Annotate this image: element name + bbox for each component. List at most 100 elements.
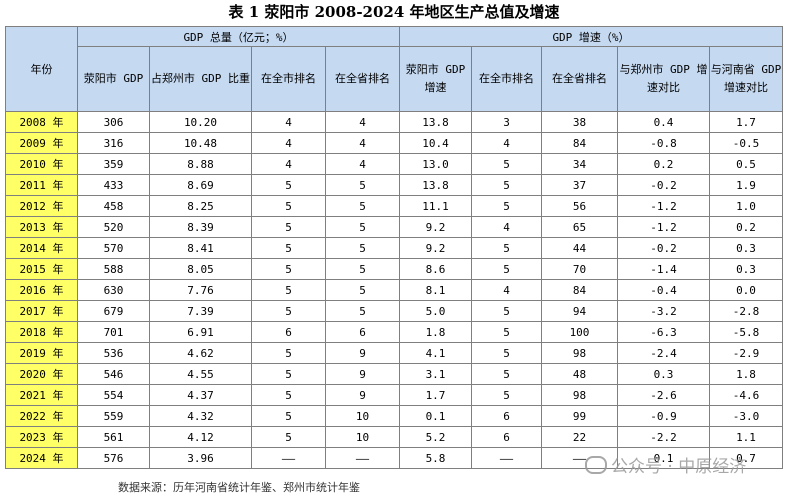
table-row: 2010 年 359 8.88 4 4 13.0 5 34 0.2 0.5 [5, 153, 783, 175]
data-cell: 5 [471, 300, 542, 322]
data-cell: -0.2 [617, 237, 710, 259]
data-cell: 5.0 [399, 300, 472, 322]
watermark-text: 公众号 · 中原经济 [611, 457, 747, 477]
data-cell: 5 [251, 279, 326, 301]
data-cell: 65 [541, 216, 618, 238]
data-cell: -0.2 [617, 174, 710, 196]
data-cell: 9.2 [399, 237, 472, 259]
data-cell: 4.62 [149, 342, 252, 364]
data-cell: 0.5 [709, 153, 783, 175]
year-cell: 2012 年 [5, 195, 78, 217]
data-cell: 1.8 [709, 363, 783, 385]
data-cell: 6 [251, 321, 326, 343]
year-cell: 2022 年 [5, 405, 78, 427]
table-row: 2024 年 576 3.96 —— —— 5.8 —— —— 0.1 0.7 [5, 447, 783, 469]
data-cell: -0.4 [617, 279, 710, 301]
data-cell: 1.1 [709, 426, 783, 448]
data-cell: 5.2 [399, 426, 472, 448]
data-cell: 4 [251, 132, 326, 154]
table-row: 2019 年 536 4.62 5 9 4.1 5 98 -2.4 -2.9 [5, 342, 783, 364]
year-cell: 2023 年 [5, 426, 78, 448]
year-cell: 2016 年 [5, 279, 78, 301]
table-row: 2014 年 570 8.41 5 5 9.2 5 44 -0.2 0.3 [5, 237, 783, 259]
data-cell: 13.0 [399, 153, 472, 175]
year-cell: 2024 年 [5, 447, 78, 469]
table-row: 2013 年 520 8.39 5 5 9.2 4 65 -1.2 0.2 [5, 216, 783, 238]
data-cell: 6 [471, 426, 542, 448]
data-cell: 6 [325, 321, 400, 343]
data-cell: 316 [77, 132, 150, 154]
data-cell: 4 [251, 111, 326, 133]
data-cell: —— [251, 447, 326, 469]
data-cell: 34 [541, 153, 618, 175]
data-cell: 1.9 [709, 174, 783, 196]
data-cell: 0.3 [617, 363, 710, 385]
data-cell: 1.0 [709, 195, 783, 217]
data-cell: 701 [77, 321, 150, 343]
header-col-6: 在全省排名 [541, 46, 618, 112]
data-cell: 5 [471, 258, 542, 280]
header-col-3: 在全省排名 [325, 46, 400, 112]
data-cell: 433 [77, 174, 150, 196]
data-cell: 554 [77, 384, 150, 406]
data-cell: 5 [325, 216, 400, 238]
data-cell: 5 [251, 384, 326, 406]
year-cell: 2011 年 [5, 174, 78, 196]
data-cell: 5 [251, 342, 326, 364]
data-cell: 98 [541, 342, 618, 364]
gdp-table: 年份 GDP 总量（亿元；%） GDP 增速（%） 荥阳市 GDP 占郑州市 GD… [5, 26, 783, 469]
data-cell: 13.8 [399, 111, 472, 133]
table-row: 2017 年 679 7.39 5 5 5.0 5 94 -3.2 -2.8 [5, 300, 783, 322]
data-cell: 1.7 [399, 384, 472, 406]
data-cell: 8.25 [149, 195, 252, 217]
data-cell: 0.3 [709, 258, 783, 280]
data-cell: -3.2 [617, 300, 710, 322]
header-year: 年份 [5, 26, 78, 112]
data-cell: 359 [77, 153, 150, 175]
data-cell: 0.2 [709, 216, 783, 238]
wechat-icon [585, 456, 607, 474]
data-cell: 546 [77, 363, 150, 385]
data-cell: 11.1 [399, 195, 472, 217]
data-cell: 570 [77, 237, 150, 259]
data-cell: 4 [325, 132, 400, 154]
data-cell: -4.6 [709, 384, 783, 406]
data-cell: 8.41 [149, 237, 252, 259]
data-cell: 520 [77, 216, 150, 238]
data-cell: 0.3 [709, 237, 783, 259]
table-row: 2022 年 559 4.32 5 10 0.1 6 99 -0.9 -3.0 [5, 405, 783, 427]
header-col-2: 在全市排名 [251, 46, 326, 112]
data-cell: 6 [471, 405, 542, 427]
data-cell: 5 [471, 195, 542, 217]
data-cell: 9.2 [399, 216, 472, 238]
year-cell: 2008 年 [5, 111, 78, 133]
year-cell: 2015 年 [5, 258, 78, 280]
data-cell: -2.9 [709, 342, 783, 364]
data-cell: 56 [541, 195, 618, 217]
data-cell: 8.88 [149, 153, 252, 175]
data-cell: 10 [325, 426, 400, 448]
data-cell: 3 [471, 111, 542, 133]
table-row: 2018 年 701 6.91 6 6 1.8 5 100 -6.3 -5.8 [5, 321, 783, 343]
data-cell: 10.4 [399, 132, 472, 154]
header-col-0: 荥阳市 GDP [77, 46, 150, 112]
data-cell: 5 [251, 363, 326, 385]
data-cell: 99 [541, 405, 618, 427]
table-title: 表 1 荥阳市 2008-2024 年地区生产总值及增速 [228, 3, 560, 21]
data-cell: -1.2 [617, 195, 710, 217]
data-cell: 1.7 [709, 111, 783, 133]
data-cell: 1.8 [399, 321, 472, 343]
data-cell: -6.3 [617, 321, 710, 343]
table-row: 2021 年 554 4.37 5 9 1.7 5 98 -2.6 -4.6 [5, 384, 783, 406]
data-cell: -1.2 [617, 216, 710, 238]
data-cell: -0.9 [617, 405, 710, 427]
data-cell: 679 [77, 300, 150, 322]
data-cell: 561 [77, 426, 150, 448]
data-cell: 0.0 [709, 279, 783, 301]
data-cell: -2.4 [617, 342, 710, 364]
data-cell: 559 [77, 405, 150, 427]
header-gdp-growth: GDP 增速（%） [399, 26, 783, 47]
data-cell: 5 [471, 174, 542, 196]
data-cell: 3.96 [149, 447, 252, 469]
data-cell: 5 [251, 237, 326, 259]
